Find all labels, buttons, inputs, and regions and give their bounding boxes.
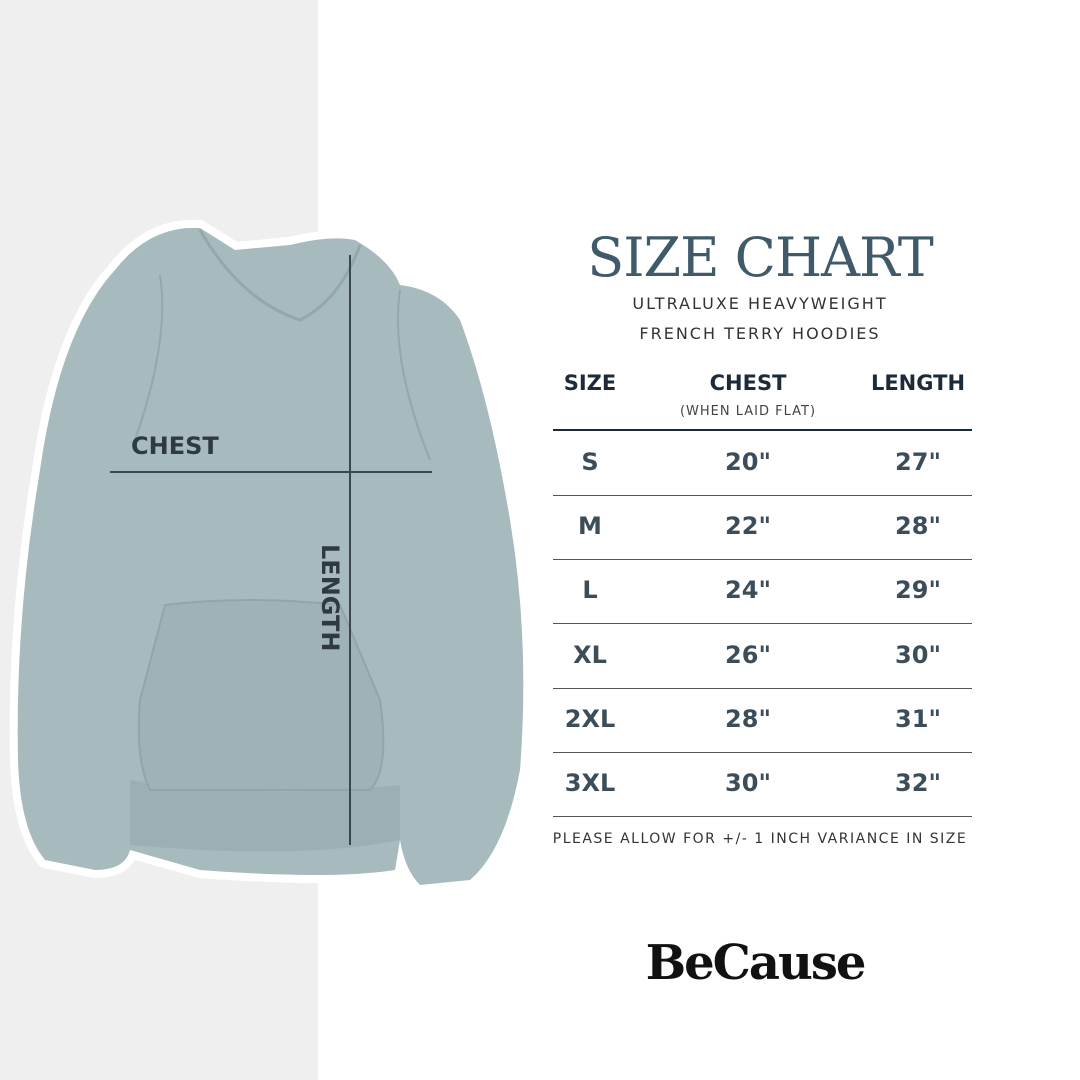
footer-note: PLEASE ALLOW FOR +/- 1 INCH VARIANCE IN … bbox=[552, 831, 968, 847]
cell-length: 30" bbox=[895, 640, 941, 669]
cell-size: M bbox=[578, 512, 602, 541]
cell-chest: 20" bbox=[725, 448, 771, 476]
table-row: 2XL 28" 31" bbox=[553, 688, 972, 753]
cell-length: 29" bbox=[895, 576, 941, 605]
cell-chest: 28" bbox=[725, 704, 771, 733]
cell-size: 3XL bbox=[564, 769, 616, 797]
cell-chest: 30" bbox=[725, 769, 771, 797]
cell-chest: 26" bbox=[725, 640, 771, 669]
cell-length: 32" bbox=[895, 769, 941, 797]
cell-chest: 22" bbox=[725, 512, 771, 541]
header-chest: CHEST bbox=[709, 371, 787, 395]
hoodie-image bbox=[9, 219, 532, 893]
cell-size: L bbox=[582, 576, 598, 605]
page-title: SIZE CHART bbox=[587, 226, 934, 289]
table-row: 3XL 30" 32" bbox=[553, 752, 972, 817]
table-row: L 24" 29" bbox=[553, 559, 972, 625]
cell-size: XL bbox=[573, 640, 607, 669]
table-row: S 20" 27" bbox=[553, 431, 972, 496]
length-label: LENGTH bbox=[316, 544, 344, 652]
header-length: LENGTH bbox=[870, 371, 966, 395]
cell-size: S bbox=[581, 448, 599, 476]
chest-label: CHEST bbox=[131, 432, 219, 460]
cell-chest: 24" bbox=[725, 576, 771, 605]
cell-length: 31" bbox=[895, 704, 941, 733]
subtitle-line-1: ULTRALUXE HEAVYWEIGHT bbox=[632, 294, 888, 313]
header-size: SIZE bbox=[563, 371, 617, 395]
table-row: XL 26" 30" bbox=[553, 624, 972, 689]
cell-length: 28" bbox=[895, 512, 941, 541]
cell-size: 2XL bbox=[564, 704, 616, 733]
cell-length: 27" bbox=[895, 448, 941, 476]
subtitle-line-2: FRENCH TERRY HOODIES bbox=[639, 324, 881, 343]
table-row: M 22" 28" bbox=[553, 495, 972, 561]
header-divider bbox=[553, 429, 972, 431]
brand-logo: BeCause bbox=[645, 935, 867, 991]
chest-note: (WHEN LAID FLAT) bbox=[679, 404, 817, 419]
